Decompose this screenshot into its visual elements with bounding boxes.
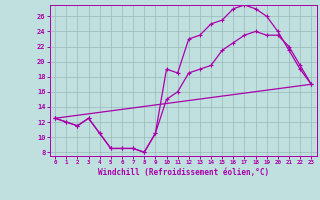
X-axis label: Windchill (Refroidissement éolien,°C): Windchill (Refroidissement éolien,°C)	[98, 168, 269, 177]
